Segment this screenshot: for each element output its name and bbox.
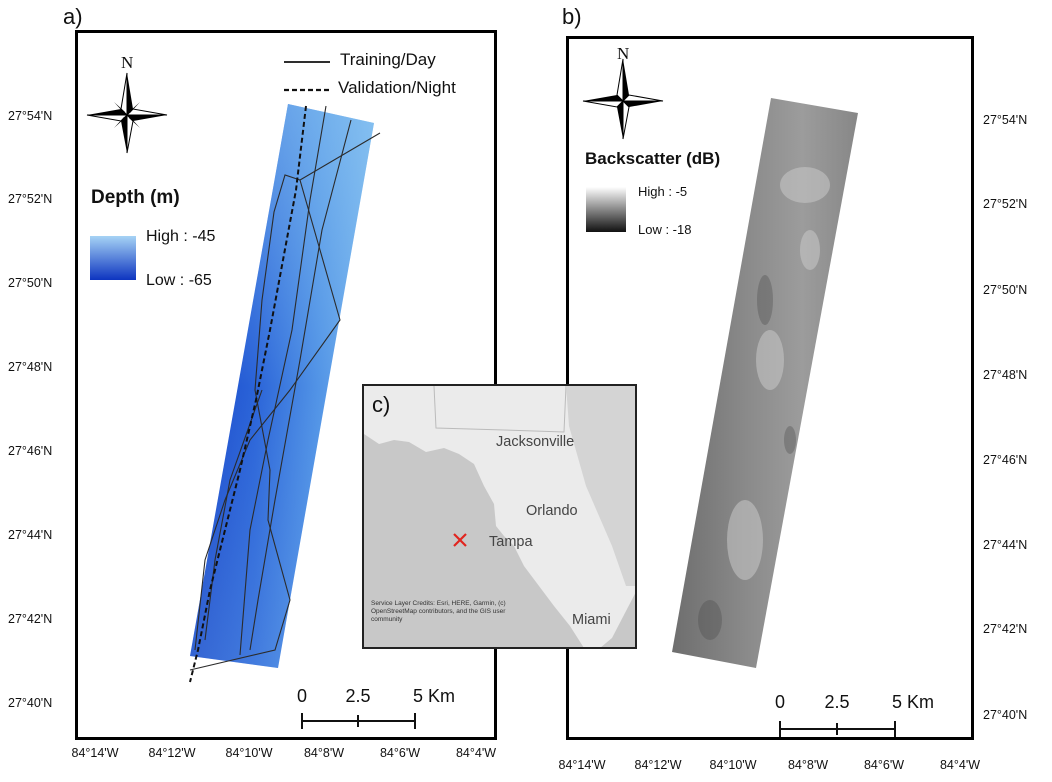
lat-label-a-0: 27°54'N xyxy=(8,109,53,123)
depth-legend-low: Low : -65 xyxy=(146,272,212,289)
scale-b-tick-1: 2.5 xyxy=(824,692,850,712)
lat-label-a-4: 27°46'N xyxy=(8,444,53,458)
city-miami: Miami xyxy=(572,612,611,628)
lat-label-b-4: 27°46'N xyxy=(983,453,1028,467)
backscatter-legend-title: Backscatter (dB) xyxy=(585,149,721,168)
lat-label-b-6: 27°42'N xyxy=(983,622,1028,636)
north-label-a: N xyxy=(121,53,134,72)
lat-label-b-0: 27°54'N xyxy=(983,113,1028,127)
lon-label-b-2: 84°10'W xyxy=(709,758,757,772)
lat-label-b-2: 27°50'N xyxy=(983,283,1028,297)
tampa-marker-icon xyxy=(453,533,467,547)
lat-label-a-6: 27°42'N xyxy=(8,612,53,626)
inset-map-frame: c) Jacksonville Orlando Tampa Miami Serv… xyxy=(362,384,637,649)
depth-legend-bar xyxy=(90,236,136,280)
backscatter-legend-bar xyxy=(586,187,626,232)
panel-c-label: c) xyxy=(372,392,391,417)
lon-label-b-5: 84°4'W xyxy=(939,758,981,772)
depth-legend-title: Depth (m) xyxy=(91,187,180,208)
city-tampa: Tampa xyxy=(489,534,533,550)
city-orlando: Orlando xyxy=(526,503,578,519)
lon-label-b-1: 84°12'W xyxy=(634,758,682,772)
florida-outline xyxy=(364,386,635,647)
lon-label-a-4: 84°6'W xyxy=(379,746,421,760)
panel-b-label: b) xyxy=(562,4,582,29)
lat-label-a-7: 27°40'N xyxy=(8,696,53,710)
depth-legend-high: High : -45 xyxy=(146,228,216,245)
backscatter-legend-high: High : -5 xyxy=(638,184,688,199)
training-lines xyxy=(189,105,381,671)
scale-b-tick-2: 5 Km xyxy=(891,692,935,712)
north-label-b: N xyxy=(617,44,630,63)
north-arrow-icon xyxy=(86,72,168,154)
lon-label-b-4: 84°6'W xyxy=(863,758,905,772)
north-arrow-icon xyxy=(582,58,664,140)
lat-label-b-3: 27°48'N xyxy=(983,368,1028,382)
scale-a-tick-0: 0 xyxy=(296,686,308,706)
panel-a-label: a) xyxy=(63,4,83,29)
city-jacksonville: Jacksonville xyxy=(496,434,575,450)
backscatter-legend-low: Low : -18 xyxy=(638,222,692,237)
scale-bar-b xyxy=(779,721,896,737)
lat-label-a-1: 27°52'N xyxy=(8,192,53,206)
legend-dashed-label: Validation/Night xyxy=(338,78,456,97)
scale-a-tick-2: 5 Km xyxy=(412,686,456,706)
legend-solid-label: Training/Day xyxy=(340,50,436,69)
lat-label-a-2: 27°50'N xyxy=(8,276,53,290)
lat-label-a-5: 27°44'N xyxy=(8,528,53,542)
lon-label-b-3: 84°8'W xyxy=(787,758,829,772)
lon-label-a-0: 84°14'W xyxy=(71,746,119,760)
scale-b-tick-0: 0 xyxy=(774,692,786,712)
map-credits: Service Layer Credits: Esri, HERE, Garmi… xyxy=(371,600,506,623)
lat-label-b-7: 27°40'N xyxy=(983,708,1028,722)
validation-line xyxy=(189,105,307,683)
scale-a-tick-1: 2.5 xyxy=(345,686,371,706)
lat-label-b-1: 27°52'N xyxy=(983,197,1028,211)
scale-bar-a xyxy=(301,713,416,729)
lon-label-a-2: 84°10'W xyxy=(225,746,273,760)
lon-label-a-3: 84°8'W xyxy=(303,746,345,760)
lat-label-a-3: 27°48'N xyxy=(8,360,53,374)
lat-label-b-5: 27°44'N xyxy=(983,538,1028,552)
lon-label-b-0: 84°14'W xyxy=(558,758,606,772)
lon-label-a-1: 84°12'W xyxy=(148,746,196,760)
lon-label-a-5: 84°4'W xyxy=(455,746,497,760)
